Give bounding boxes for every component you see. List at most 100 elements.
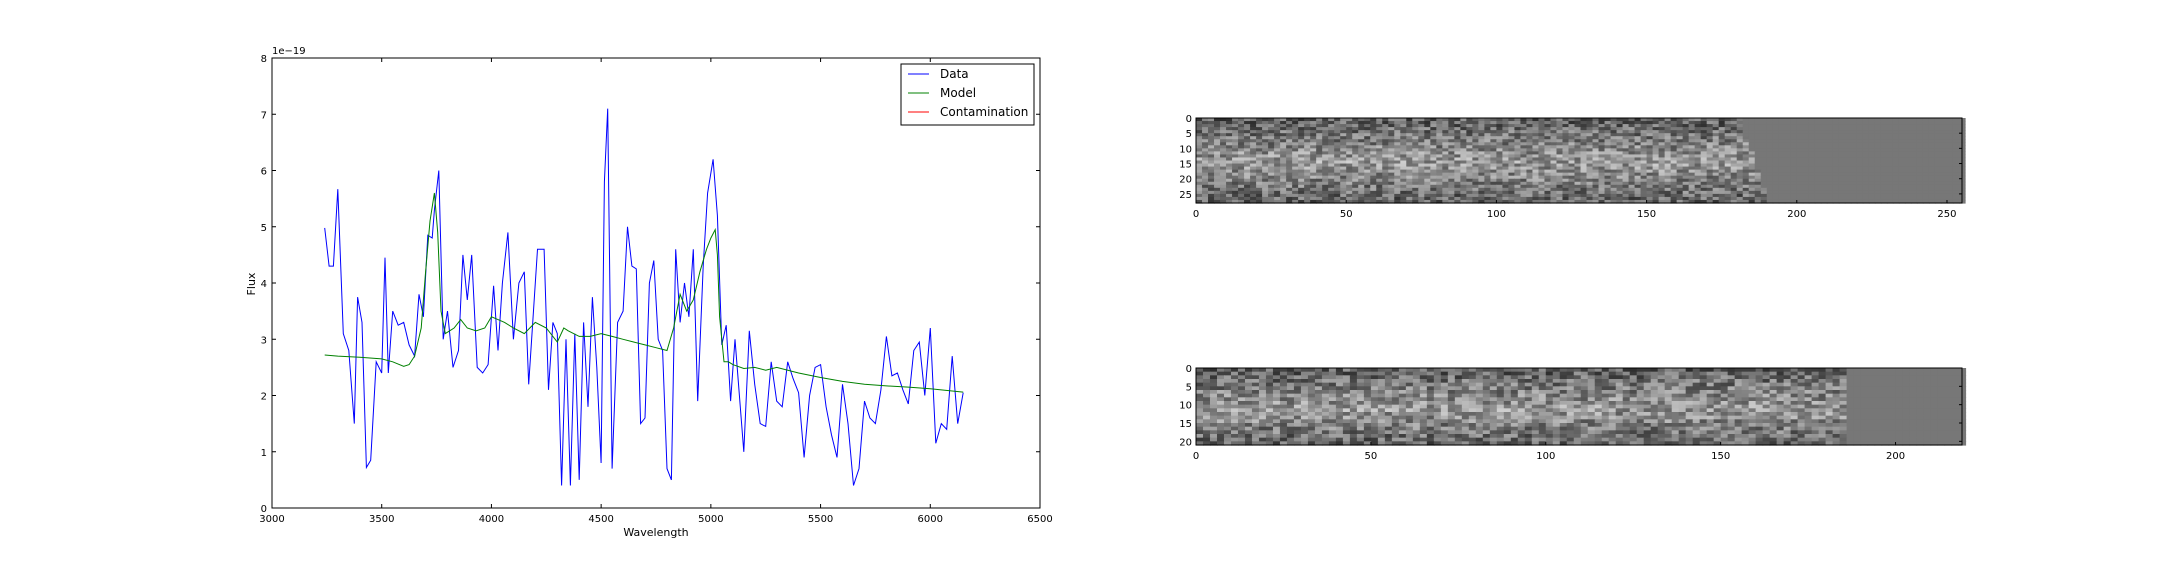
image-pixel (1328, 166, 1335, 171)
image-pixel (1850, 175, 1858, 180)
image-pixel (1340, 199, 1347, 204)
image-pixel (1310, 184, 1317, 189)
image-pixel (1706, 371, 1715, 376)
image-pixel (1916, 121, 1924, 125)
image-pixel (1928, 163, 1936, 168)
image-pixel (1520, 178, 1528, 183)
image-pixel (1832, 379, 1841, 384)
image-pixel (1776, 371, 1785, 376)
image-pixel (1202, 127, 1209, 131)
image-pixel (1376, 190, 1383, 195)
image-pixel (1298, 124, 1305, 128)
image-pixel (1406, 190, 1413, 195)
image-pixel (1755, 404, 1764, 409)
image-pixel (1700, 151, 1708, 156)
image-pixel (1454, 390, 1463, 395)
image-pixel (1388, 187, 1395, 192)
image-pixel (1736, 199, 1744, 204)
image-pixel (1280, 196, 1287, 201)
image-pixel (1502, 139, 1510, 143)
image-pixel (1898, 196, 1906, 201)
image-pixel (1250, 190, 1257, 195)
image-pixel (1307, 371, 1316, 376)
image-pixel (1418, 178, 1425, 183)
image-pixel (1430, 139, 1437, 143)
image-pixel (1922, 145, 1930, 149)
image-pixel (1748, 178, 1756, 183)
image-pixel (1658, 154, 1666, 159)
image-pixel (1466, 157, 1473, 162)
image-pixel (1952, 127, 1960, 131)
image-pixel (1688, 151, 1696, 156)
image-pixel (1694, 127, 1702, 131)
image-pixel (1850, 166, 1858, 171)
image-pixel (1391, 393, 1400, 398)
image-pixel (1226, 118, 1233, 122)
image-pixel (1196, 160, 1203, 165)
image-pixel (1934, 190, 1942, 195)
image-pixel (1910, 151, 1918, 156)
image-pixel (1802, 184, 1810, 189)
image-pixel (1676, 151, 1684, 156)
image-pixel (1622, 136, 1630, 140)
image-pixel (1748, 187, 1756, 192)
image-pixel (1712, 169, 1720, 174)
image-pixel (1650, 386, 1659, 391)
image-pixel (1748, 169, 1756, 174)
image-pixel (1910, 190, 1918, 195)
image-pixel (1334, 190, 1341, 195)
image-pixel (1502, 160, 1510, 165)
image-pixel (1838, 148, 1846, 152)
image-pixel (1358, 190, 1365, 195)
image-pixel (1880, 160, 1888, 165)
image-pixel (1688, 148, 1696, 152)
image-pixel (1244, 166, 1251, 171)
image-pixel (1376, 163, 1383, 168)
image-pixel (1430, 148, 1437, 152)
image-pixel (1430, 154, 1437, 159)
image-pixel (1862, 154, 1870, 159)
image-pixel (1214, 145, 1221, 149)
y-tick-label: 7 (261, 110, 267, 121)
image-pixel (1755, 371, 1764, 376)
image-pixel (1587, 375, 1596, 380)
image-pixel (1748, 181, 1756, 186)
image-pixel (1472, 163, 1479, 168)
image-pixel (1232, 142, 1239, 146)
image-pixel (1304, 190, 1311, 195)
image-pixel (1838, 163, 1846, 168)
image-pixel (1196, 124, 1203, 128)
image-pixel (1850, 118, 1858, 122)
image-pixel (1559, 382, 1568, 387)
image-pixel (1712, 199, 1720, 204)
image-pixel (1646, 133, 1654, 137)
image-pixel (1424, 163, 1431, 168)
image-pixel (1502, 193, 1510, 198)
image-pixel (1928, 196, 1936, 201)
image-pixel (1292, 169, 1299, 174)
image-pixel (1342, 371, 1351, 376)
image-pixel (1251, 393, 1260, 398)
image-pixel (1664, 368, 1673, 373)
image-pixel (1382, 181, 1389, 186)
image-pixel (1910, 166, 1918, 171)
image-pixel (1598, 163, 1606, 168)
image-pixel (1742, 166, 1750, 171)
image-pixel (1391, 386, 1400, 391)
image-pixel (1658, 130, 1666, 134)
image-pixel (1384, 404, 1393, 409)
image-pixel (1712, 142, 1720, 146)
image-pixel (1526, 124, 1534, 128)
image-pixel (1370, 160, 1377, 165)
image-pixel (1904, 181, 1912, 186)
image-pixel (1610, 139, 1618, 143)
image-pixel (1700, 154, 1708, 159)
image-pixel (1604, 184, 1612, 189)
image-pixel (1902, 390, 1911, 395)
image-pixel (1860, 379, 1869, 384)
image-pixel (1370, 145, 1377, 149)
image-pixel (1334, 121, 1341, 125)
image-pixel (1898, 184, 1906, 189)
image-pixel (1604, 172, 1612, 177)
image-pixel (1352, 121, 1359, 125)
